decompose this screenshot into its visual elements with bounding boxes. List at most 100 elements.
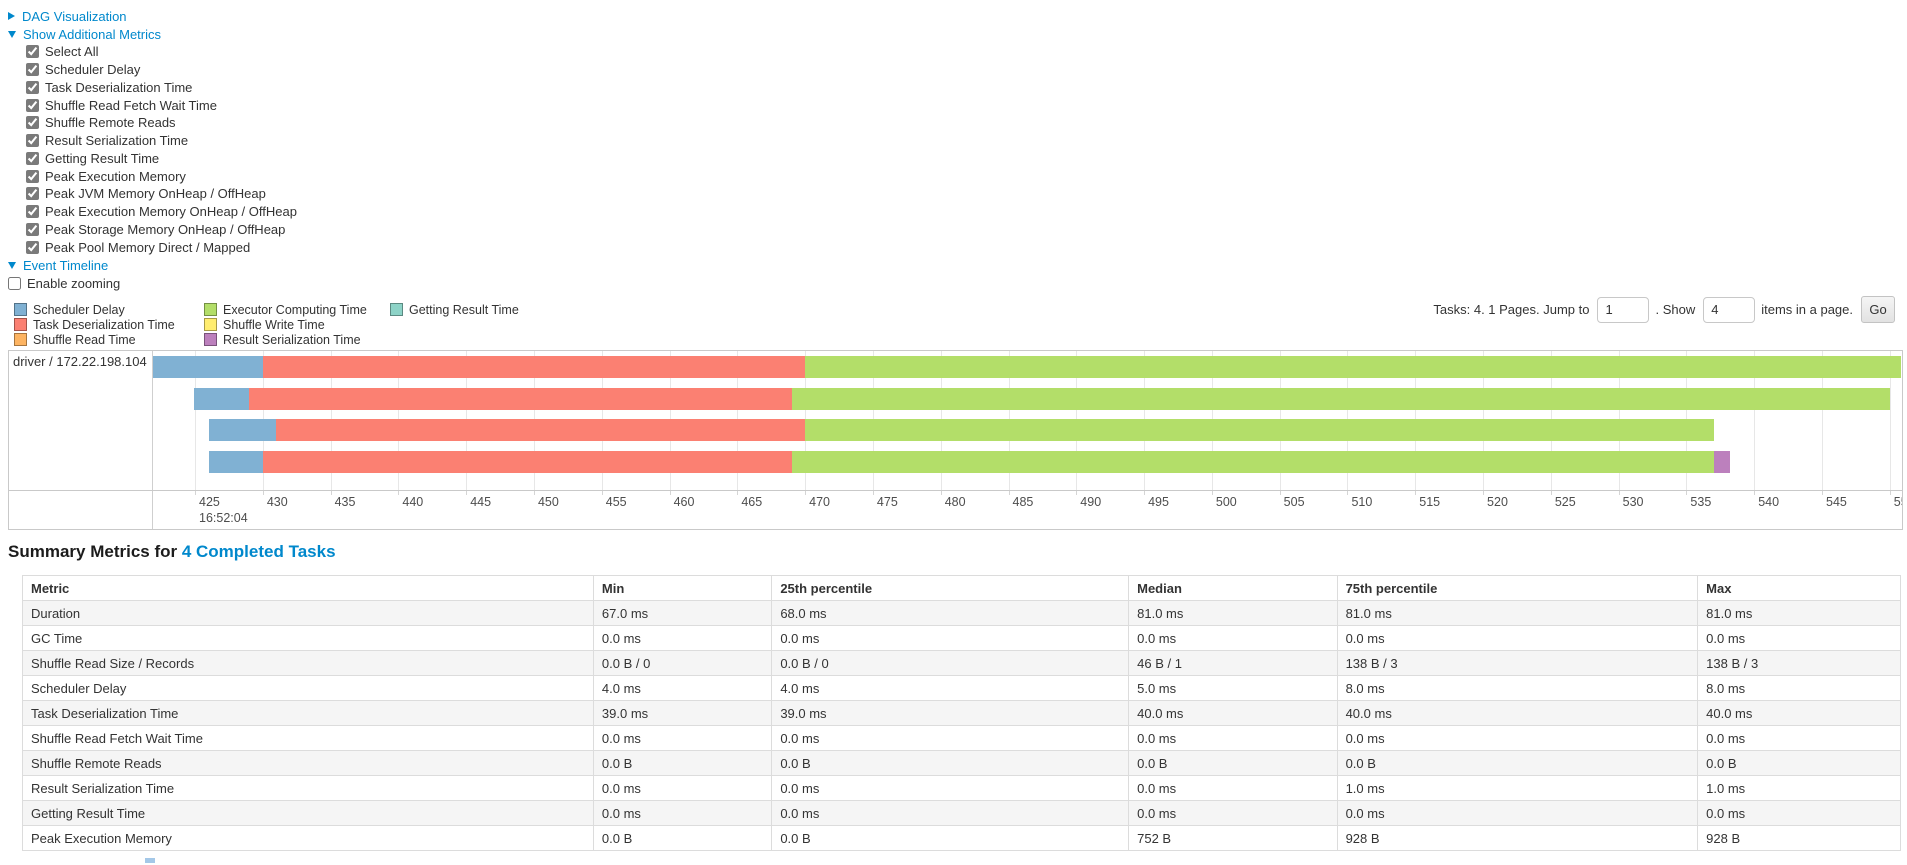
metric-checkbox[interactable]: [26, 240, 39, 254]
go-button[interactable]: Go: [1861, 296, 1895, 323]
legend-label: Result Serialization Time: [223, 332, 361, 347]
axis-tickmark: [330, 491, 332, 495]
axis-tickmark: [1008, 491, 1010, 495]
metric-value-cell: 0.0 ms: [771, 725, 1130, 751]
metric-value-cell: 0.0 ms: [1128, 725, 1338, 751]
metric-value-cell: 0.0 ms: [1697, 625, 1901, 651]
metric-checkbox[interactable]: [26, 80, 39, 94]
legend-swatch-icon: [390, 303, 403, 316]
completed-tasks-link[interactable]: 4 Completed Tasks: [181, 542, 336, 561]
table-column-header: Median: [1128, 575, 1338, 601]
metric-value-cell: 39.0 ms: [771, 700, 1130, 726]
table-column-header: Min: [592, 575, 773, 601]
legend-item: Scheduler Delay: [14, 302, 204, 317]
metric-name-cell: Scheduler Delay: [22, 675, 594, 701]
axis-tickmark: [1550, 491, 1552, 495]
table-row: Result Serialization Time 0.0 ms 0.0 ms 0.0…: [22, 775, 1901, 801]
metric-checkbox[interactable]: [26, 116, 39, 130]
table-column-header: Metric: [22, 575, 594, 601]
metric-value-cell: 0.0 ms: [1697, 725, 1901, 751]
axis-tickmark: [262, 491, 264, 495]
legend-swatch-icon: [204, 333, 217, 346]
metric-value-cell: 928 B: [1336, 825, 1699, 851]
axis-tick-label: 520: [1487, 495, 1508, 509]
metric-checkbox[interactable]: [26, 205, 39, 219]
items-per-page-input[interactable]: [1703, 296, 1756, 323]
metric-name-cell: Task Deserialization Time: [22, 700, 594, 726]
metric-value-cell: 0.0 ms: [771, 625, 1130, 651]
additional-metrics-checkbox-list: Select All Scheduler Delay Task Deserializ…: [8, 43, 1907, 256]
axis-tick-label: 505: [1283, 495, 1305, 509]
metric-checkbox-label: Task Deserialization Time: [45, 79, 193, 95]
metric-checkbox-row: Peak Execution Memory OnHeap / OffHeap: [8, 203, 1907, 221]
enable-zooming-row: Enable zooming: [8, 274, 1907, 292]
task-bar-segment-task-deserialization: [249, 387, 792, 410]
metric-value-cell: 0.0 ms: [592, 725, 773, 751]
metric-value-cell: 68.0 ms: [771, 600, 1130, 626]
metric-checkbox-label: Result Serialization Time: [45, 133, 189, 149]
table-row: Duration 67.0 ms 68.0 ms 81.0 ms 81.0 ms 81.0…: [22, 600, 1901, 626]
metric-value-cell: 8.0 ms: [1697, 675, 1901, 701]
metric-value-cell: 0.0 ms: [592, 775, 773, 801]
metric-checkbox[interactable]: [26, 222, 39, 236]
metric-checkbox[interactable]: [26, 187, 39, 201]
axis-tick-label: 480: [944, 495, 966, 509]
metric-checkbox-label: Peak Storage Memory OnHeap / OffHeap: [45, 221, 286, 237]
metric-value-cell: 0.0 ms: [1128, 775, 1338, 801]
task-bar-segment-task-deserialization: [262, 450, 792, 473]
legend-label: Executor Computing Time: [223, 302, 367, 317]
metric-checkbox[interactable]: [26, 45, 39, 59]
axis-tickmark: [195, 491, 197, 495]
metric-checkbox[interactable]: [26, 134, 39, 148]
axis-tick-label: 510: [1351, 495, 1373, 509]
metric-value-cell: 46 B / 1: [1128, 650, 1338, 676]
axis-tick-label: 425: [199, 495, 220, 509]
table-row: Getting Result Time 0.0 ms 0.0 ms 0.0 ms 0.0…: [22, 800, 1901, 826]
dag-visualization-toggle[interactable]: DAG Visualization: [8, 7, 1907, 25]
metric-checkbox-label: Getting Result Time: [45, 150, 160, 166]
metric-checkbox-label: Peak Pool Memory Direct / Mapped: [45, 239, 251, 255]
metric-checkbox[interactable]: [26, 63, 39, 77]
metric-value-cell: 0.0 B: [1336, 750, 1699, 776]
jump-to-page-input[interactable]: [1597, 296, 1650, 323]
axis-tick-label: 515: [1419, 495, 1441, 509]
axis-tickmark: [805, 491, 807, 495]
summary-heading-text: Summary Metrics for: [8, 542, 182, 561]
expanded-arrow-icon: [8, 30, 16, 38]
metric-checkbox[interactable]: [26, 98, 39, 112]
metric-value-cell: 0.0 B: [592, 825, 773, 851]
metric-checkbox-row: Getting Result Time: [8, 150, 1907, 168]
metric-checkbox-row: Select All: [8, 43, 1907, 61]
metric-checkbox-row: Result Serialization Time: [8, 132, 1907, 150]
show-additional-metrics-toggle[interactable]: Show Additional Metrics: [8, 25, 1907, 43]
task-bar-segment-result-serialization: [1713, 450, 1730, 473]
task-bar-segment-executor-computing: [805, 419, 1714, 441]
metric-value-cell: 0.0 ms: [1336, 800, 1699, 826]
metric-checkbox-row: Peak Storage Memory OnHeap / OffHeap: [8, 221, 1907, 239]
show-additional-metrics-link[interactable]: Show Additional Metrics: [23, 26, 162, 42]
table-column-header: Max: [1697, 575, 1901, 601]
axis-tickmark: [1483, 491, 1485, 495]
event-timeline-link[interactable]: Event Timeline: [23, 257, 109, 273]
event-timeline-toggle[interactable]: Event Timeline: [8, 256, 1907, 274]
metric-value-cell: 0.0 ms: [1128, 800, 1338, 826]
metric-name-cell: GC Time: [22, 625, 594, 651]
axis-tick-label: 465: [741, 495, 763, 509]
metric-name-cell: Getting Result Time: [22, 800, 594, 826]
metric-value-cell: 752 B: [1128, 825, 1338, 851]
table-row: Shuffle Read Size / Records 0.0 B / 0 0.0 …: [22, 650, 1901, 676]
task-bar-segment-executor-computing: [791, 387, 1890, 410]
metric-checkbox[interactable]: [26, 169, 39, 183]
metric-checkbox-label: Shuffle Read Fetch Wait Time: [45, 97, 217, 113]
table-body: Duration 67.0 ms 68.0 ms 81.0 ms 81.0 ms 81.0…: [22, 600, 1901, 851]
metric-checkbox[interactable]: [26, 151, 39, 165]
axis-tickmark: [737, 491, 739, 495]
legend-item: Getting Result Time: [390, 302, 519, 317]
dag-visualization-link[interactable]: DAG Visualization: [22, 8, 127, 24]
enable-zooming-checkbox[interactable]: [8, 276, 21, 290]
axis-tick-label: 455: [605, 495, 627, 509]
page: DAG Visualization Show Additional Metric…: [0, 0, 1907, 348]
metric-value-cell: 4.0 ms: [592, 675, 773, 701]
pagination-mid: . Show: [1655, 302, 1696, 317]
table-header-row: Metric Min 25th percentile Median 75th perce…: [22, 575, 1901, 601]
